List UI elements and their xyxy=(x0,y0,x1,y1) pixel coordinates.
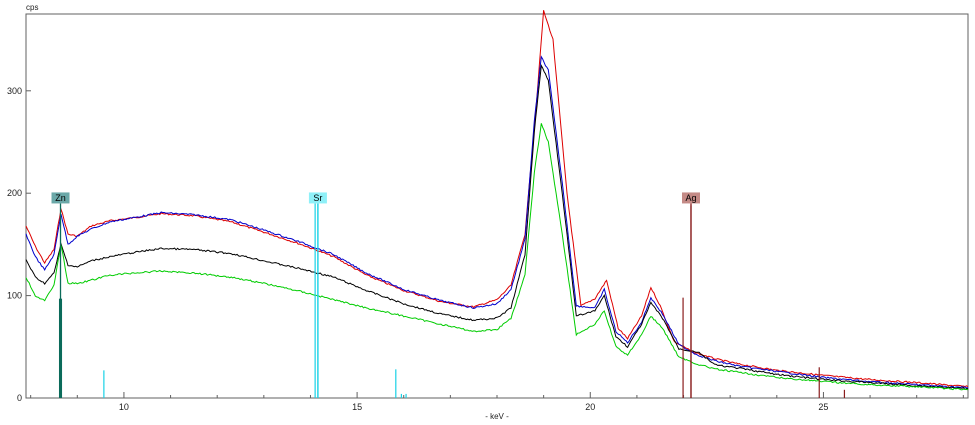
spectrum-series xyxy=(25,10,969,388)
element-label-box xyxy=(681,192,700,204)
element-label: Ag xyxy=(685,193,696,203)
spectrum-series xyxy=(25,55,969,389)
element-marker: Sr xyxy=(308,192,327,398)
series-group xyxy=(25,10,969,391)
y-tick-label: 300 xyxy=(7,86,22,96)
x-tick-label: 20 xyxy=(585,402,595,412)
x-axis: 10 15 20 25 xyxy=(30,392,964,412)
element-marker: Zn xyxy=(51,192,70,398)
x-tick-label: 10 xyxy=(119,402,129,412)
y-tick-label: 200 xyxy=(7,188,22,198)
spectrum-series xyxy=(25,123,969,391)
x-axis-label: - keV - xyxy=(485,412,509,421)
element-label-box xyxy=(51,192,70,204)
element-label: Zn xyxy=(55,193,66,203)
element-markers: Zn Sr Ag xyxy=(51,192,700,398)
x-tick-label: 15 xyxy=(352,402,362,412)
y-tick-label: 0 xyxy=(17,393,22,403)
plot-area xyxy=(25,13,969,399)
y-axis-unit-label: cps xyxy=(26,3,38,12)
x-tick-label: 25 xyxy=(818,402,828,412)
y-tick-label: 100 xyxy=(7,291,22,301)
element-label-box xyxy=(308,192,327,204)
element-label: Sr xyxy=(313,193,322,203)
element-marker: Ag xyxy=(681,192,700,398)
spectrum-series xyxy=(25,63,969,391)
